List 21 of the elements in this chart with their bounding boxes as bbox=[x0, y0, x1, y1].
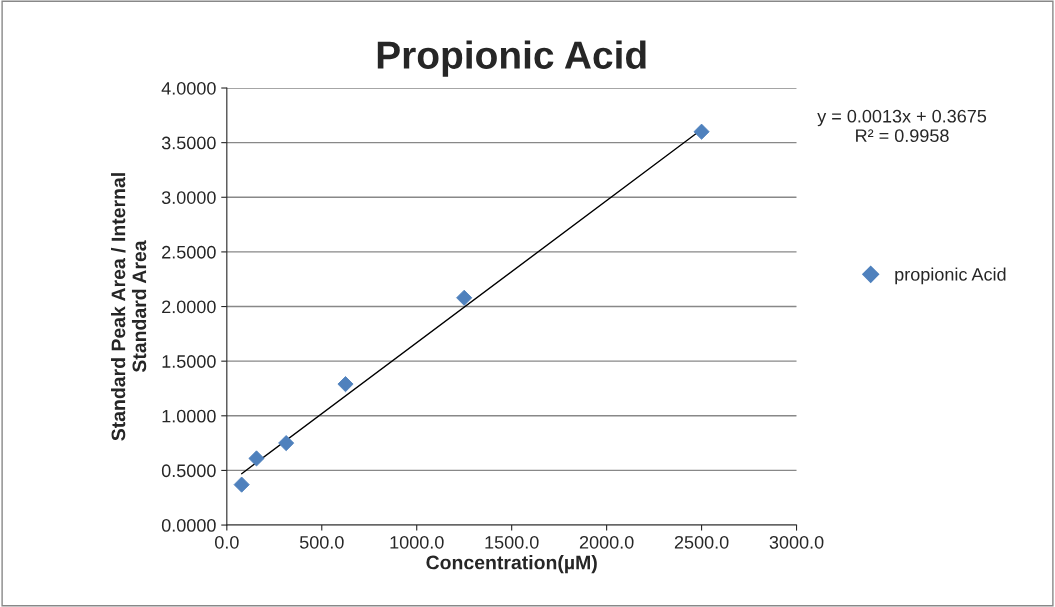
x-tick-label: 0.0 bbox=[214, 535, 239, 549]
x-tick-label: 1500.0 bbox=[485, 535, 539, 549]
x-tick-label: 3000.0 bbox=[769, 535, 824, 549]
y-tick-label: 3.0000 bbox=[161, 191, 216, 204]
text: y = 0.0013x + 0.3675 R² = 0.9958 bbox=[817, 109, 987, 143]
y-tick-label: 1.5000 bbox=[162, 355, 216, 368]
x-tick-label: 2000.0 bbox=[579, 535, 634, 549]
y-tick-label: 4.0000 bbox=[161, 81, 216, 95]
x-tick-label: 500.0 bbox=[299, 535, 344, 549]
y-axis-title: Standard Peak Area / Internal Standard Area bbox=[111, 173, 147, 441]
y-tick-label: 3.5000 bbox=[161, 136, 216, 150]
y-tick-label: 0.0000 bbox=[161, 518, 216, 532]
y-tick-label: 2.0000 bbox=[162, 300, 216, 314]
x-tick-label: 2500.0 bbox=[674, 535, 729, 549]
y-tick-label: 2.5000 bbox=[162, 245, 216, 259]
legend-label: propionic Acid bbox=[895, 267, 1006, 285]
y-tick-label: 0.5000 bbox=[161, 464, 216, 478]
x-axis-title: Concentration(µM) bbox=[426, 555, 597, 574]
chart-title: Propionic Acid bbox=[377, 40, 646, 77]
y-tick-label: 1.0000 bbox=[162, 409, 216, 423]
x-tick-label: 1000.0 bbox=[390, 535, 444, 549]
